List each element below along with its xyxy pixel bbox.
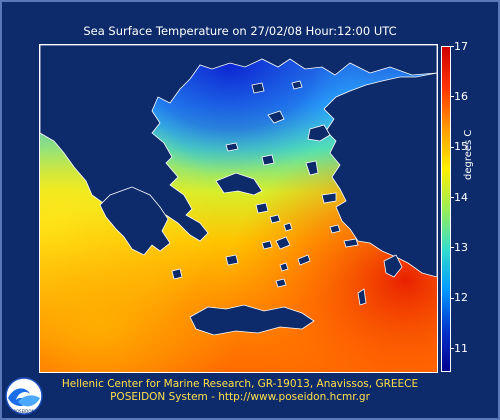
land-kythira — [171, 268, 183, 280]
footer-institution: Hellenic Center for Marine Research, GR-… — [61, 378, 419, 390]
land-cyclades-tinos — [269, 214, 281, 224]
land-cyclades-amorgos — [297, 254, 311, 266]
map-title: Sea Surface Temperature on 27/02/08 Hour… — [83, 24, 397, 38]
colorbar-tick-13: 13 — [454, 241, 468, 254]
colorbar-tick-11: 11 — [454, 342, 468, 355]
colorbar-tick-14: 14 — [454, 191, 468, 204]
colorbar-tickmark — [451, 196, 454, 198]
colorbar-tick-15: 15 — [454, 140, 468, 153]
land-peloponnese — [99, 186, 171, 256]
land-rhodes — [383, 254, 403, 278]
colorbar-tick-17: 17 — [454, 40, 468, 53]
land-masses — [40, 45, 437, 336]
land-thasos — [251, 82, 265, 94]
land-skyros — [261, 154, 275, 166]
land-cyclades-andros — [255, 202, 269, 214]
colorbar-tickmark — [451, 96, 454, 98]
poseidon-logo-icon: POSEIDON — [5, 377, 43, 415]
land-sporades — [225, 142, 239, 152]
colorbar-tickmark — [451, 146, 454, 148]
land-crete — [189, 304, 315, 336]
colorbar-tick-16: 16 — [454, 90, 468, 103]
colorbar-tickmark — [451, 46, 454, 47]
land-cyclades-naxos — [275, 236, 291, 250]
land-cyclades-ios — [279, 262, 289, 272]
land-cyclades-paros — [261, 240, 273, 250]
land-lesbos — [307, 124, 331, 142]
land-dodecanese-small — [329, 224, 341, 234]
land-chios — [305, 160, 319, 176]
land-lemnos — [267, 110, 285, 124]
land-cyclades-milos — [225, 254, 239, 266]
land-euboea — [215, 172, 263, 196]
land-turkey — [323, 72, 437, 278]
logo-text: POSEIDON — [13, 409, 34, 414]
colorbar — [441, 46, 451, 372]
land-samothrace — [291, 80, 303, 90]
land-kos — [343, 238, 359, 248]
land-cyclades-mykonos — [283, 222, 293, 232]
colorbar-tickmark — [451, 247, 454, 249]
land-samos — [321, 192, 337, 204]
colorbar-tickmark — [451, 297, 454, 299]
colorbar-unit-label: degrees C — [463, 129, 474, 180]
colorbar-tickmark — [451, 347, 454, 349]
footer-system-link: POSEIDON System - http://www.poseidon.hc… — [110, 391, 370, 403]
footer: Hellenic Center for Marine Research, GR-… — [40, 378, 440, 404]
sst-map — [39, 44, 438, 373]
land-cyclades-santorini — [275, 278, 287, 288]
colorbar-tick-12: 12 — [454, 291, 468, 304]
land-karpathos — [357, 288, 367, 306]
